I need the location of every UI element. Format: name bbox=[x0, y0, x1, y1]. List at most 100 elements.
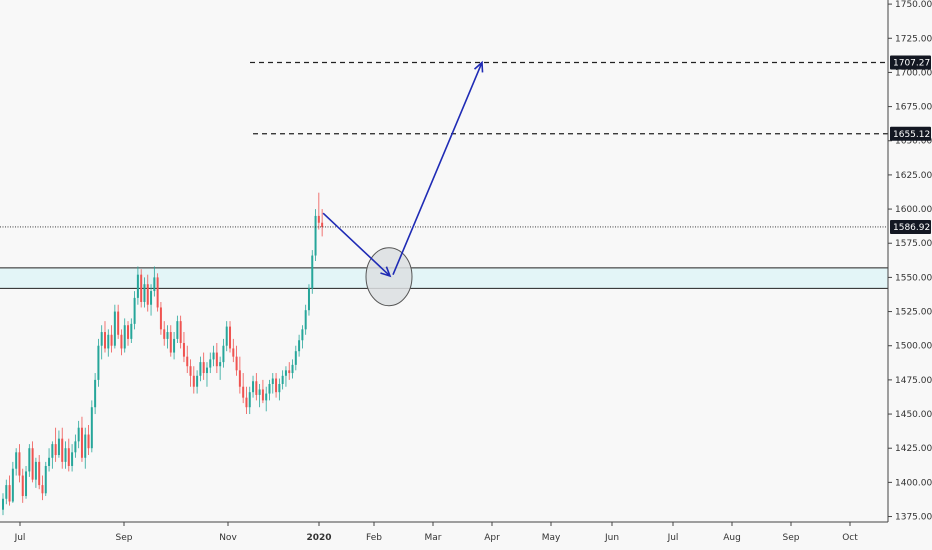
x-tick-label: Apr bbox=[484, 533, 500, 543]
candle bbox=[133, 291, 136, 330]
candles-layer bbox=[2, 192, 324, 516]
candle-body bbox=[120, 334, 123, 349]
x-tick-label: Mar bbox=[425, 533, 442, 543]
candle-body bbox=[294, 351, 297, 365]
candle-body bbox=[159, 307, 162, 330]
candle-body bbox=[133, 297, 136, 324]
y-tick-label: 1550.00 bbox=[895, 273, 932, 283]
candle-body bbox=[11, 468, 14, 502]
candle bbox=[189, 359, 192, 387]
x-tick-label: Feb bbox=[366, 533, 382, 543]
candle bbox=[235, 345, 238, 376]
candle bbox=[28, 444, 31, 477]
candle-body bbox=[2, 498, 4, 510]
candle bbox=[294, 345, 297, 371]
candle bbox=[317, 192, 320, 230]
candle-body bbox=[127, 325, 130, 339]
candle-body bbox=[271, 378, 274, 384]
candle-body bbox=[136, 274, 139, 298]
candle bbox=[2, 493, 4, 516]
candle-body bbox=[94, 379, 97, 408]
highlight-ellipse bbox=[365, 247, 413, 307]
y-tick-label: 1525.00 bbox=[895, 308, 932, 318]
candle-body bbox=[189, 366, 192, 376]
candle-body bbox=[48, 457, 51, 466]
y-tick-label: 1600.00 bbox=[895, 205, 932, 215]
candle bbox=[110, 325, 113, 353]
candle bbox=[265, 386, 268, 412]
candle-body bbox=[275, 378, 278, 393]
candle-body bbox=[182, 342, 185, 357]
support-zone-layer bbox=[0, 267, 888, 289]
candle-body bbox=[268, 383, 271, 394]
candle bbox=[301, 325, 304, 349]
candle bbox=[143, 277, 146, 308]
candle-body bbox=[87, 434, 90, 449]
candle bbox=[288, 362, 291, 380]
candle-body bbox=[166, 332, 169, 339]
candle bbox=[321, 209, 324, 237]
candle-body bbox=[205, 367, 208, 374]
candle bbox=[31, 441, 34, 483]
candle bbox=[11, 461, 14, 503]
candle-body bbox=[25, 471, 28, 497]
candle-body bbox=[248, 392, 251, 408]
candle bbox=[84, 427, 87, 469]
candle bbox=[123, 318, 126, 353]
candle bbox=[278, 378, 281, 401]
candle-body bbox=[215, 352, 218, 367]
candle bbox=[166, 325, 169, 349]
candle bbox=[271, 373, 274, 394]
candle bbox=[169, 325, 172, 357]
candle bbox=[25, 465, 28, 499]
candle-body bbox=[169, 332, 172, 353]
candle-body bbox=[90, 407, 93, 449]
candle bbox=[275, 373, 278, 398]
x-tick-label: Sep bbox=[116, 533, 133, 543]
candle bbox=[311, 250, 314, 294]
y-tick-label: 1500.00 bbox=[895, 342, 932, 352]
candle-body bbox=[143, 284, 146, 302]
candle bbox=[173, 332, 176, 360]
candle bbox=[120, 329, 123, 356]
x-tick-label: Jul bbox=[667, 533, 679, 543]
candle-body bbox=[61, 438, 64, 462]
arrow-down-head bbox=[380, 266, 392, 278]
price-level-badge-label: 1586.92 bbox=[893, 223, 930, 233]
candle-body bbox=[150, 291, 153, 305]
candle-body bbox=[97, 345, 100, 380]
candle bbox=[74, 434, 77, 458]
candle bbox=[130, 318, 133, 343]
candle bbox=[163, 321, 166, 346]
candle-body bbox=[34, 461, 37, 480]
candle-body bbox=[21, 475, 24, 497]
candle bbox=[209, 352, 212, 374]
candle-body bbox=[235, 356, 238, 371]
candle bbox=[192, 366, 195, 394]
candle-body bbox=[304, 310, 307, 330]
candle bbox=[196, 370, 199, 394]
candle-body bbox=[57, 438, 60, 456]
candle bbox=[156, 273, 159, 312]
candle-body bbox=[219, 362, 222, 367]
y-tick-label: 1675.00 bbox=[895, 103, 932, 113]
x-tick-label: Aug bbox=[723, 533, 741, 543]
candle bbox=[229, 321, 232, 353]
candle bbox=[153, 266, 156, 297]
candle bbox=[245, 386, 248, 415]
candle-body bbox=[18, 452, 21, 476]
x-tick-label: Oct bbox=[842, 533, 858, 543]
candle bbox=[284, 366, 287, 387]
candle-body bbox=[110, 334, 113, 346]
candle-body bbox=[232, 348, 235, 357]
candle-body bbox=[176, 321, 179, 339]
x-tick-label: 2020 bbox=[306, 533, 331, 543]
price-level-badge-bg bbox=[890, 126, 931, 141]
candle bbox=[268, 379, 271, 401]
candle bbox=[205, 362, 208, 387]
candle-body bbox=[307, 288, 310, 311]
candle-body bbox=[284, 370, 287, 376]
candle-body bbox=[107, 334, 110, 349]
candle-body bbox=[173, 338, 176, 353]
